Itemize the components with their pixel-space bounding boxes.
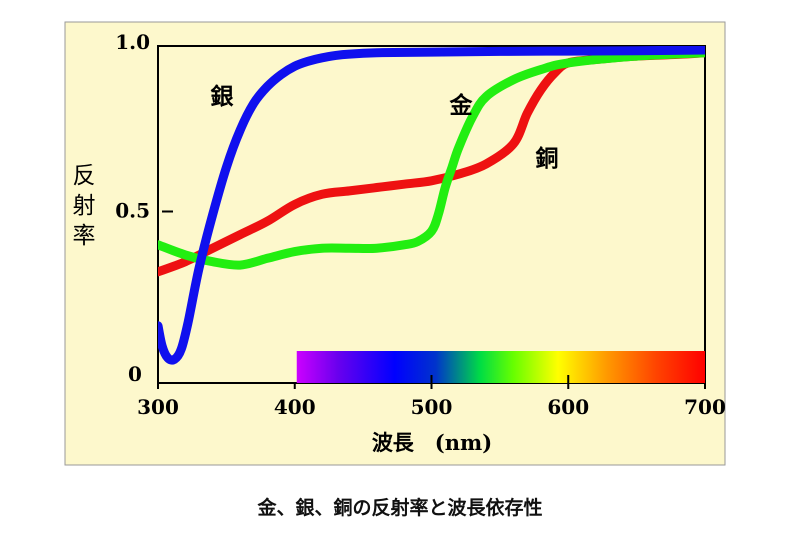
series-label-copper: 銅 <box>536 145 559 172</box>
x-tick-label: 600 <box>547 395 589 419</box>
series-line-silver <box>158 46 705 365</box>
series-line-gold <box>158 48 705 270</box>
y-axis-label: 反射率 <box>73 163 100 249</box>
y-tick-label: 0 <box>128 362 142 386</box>
plot-area <box>157 45 706 384</box>
series-layer <box>158 46 705 365</box>
spectrum-ticks <box>430 375 570 383</box>
figure-caption: 金、銀、銅の反射率と波長依存性 <box>257 497 543 519</box>
series-label-gold: 金 <box>449 92 474 119</box>
x-tick-label: 300 <box>137 395 179 419</box>
x-tick-label: 400 <box>274 395 316 419</box>
series-label-silver: 銀 <box>211 83 234 110</box>
x-tick-label: 500 <box>411 395 453 419</box>
x-axis-label: 波長 (nm) <box>372 430 492 455</box>
y-tick-label: 1.0 <box>115 30 150 54</box>
y-tick-label: 0.5 <box>115 199 150 223</box>
y-axis: 0 0.5 1.0 <box>115 30 173 386</box>
spectrum-bar <box>296 351 705 383</box>
x-axis: 300 400 500 600 700 <box>137 383 726 419</box>
x-tick-label: 700 <box>684 395 726 419</box>
